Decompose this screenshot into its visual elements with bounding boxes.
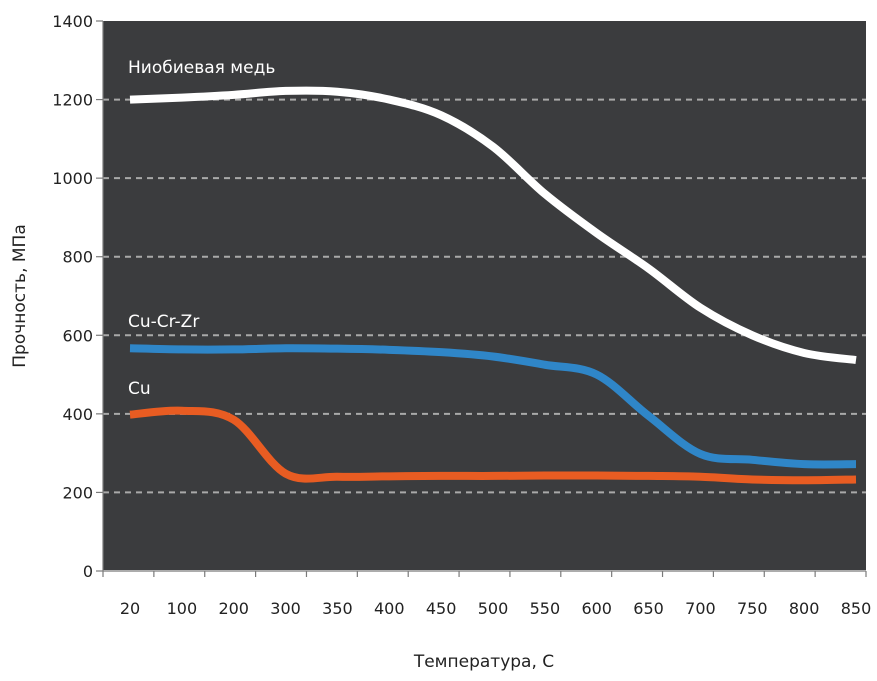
x-tick-label: 350 (322, 599, 353, 618)
x-tick-label: 200 (218, 599, 249, 618)
series-lines (129, 86, 857, 485)
x-tick-label: 850 (841, 599, 872, 618)
y-tick-label: 800 (62, 248, 93, 267)
series-line (129, 406, 857, 485)
x-tick-label: 600 (581, 599, 612, 618)
y-axis-title: Прочность, МПа (10, 224, 30, 367)
y-tick-label: 200 (62, 483, 93, 502)
plot-area (103, 21, 866, 570)
x-tick-label: 750 (737, 599, 768, 618)
series-label: Cu-Cr-Zr (128, 312, 199, 332)
x-tick-label: 800 (789, 599, 820, 618)
x-tick-label: 550 (530, 599, 561, 618)
axes (102, 21, 866, 572)
series-line (129, 86, 857, 365)
series-labels: Ниобиевая медь Cu-Cr-Zr Cu (128, 58, 275, 399)
y-tick-label: 1200 (52, 91, 93, 110)
y-tick-label: 400 (62, 405, 93, 424)
y-tick-label: 0 (83, 562, 93, 581)
x-tick-label: 450 (426, 599, 457, 618)
y-tick-label: 600 (62, 326, 93, 345)
series-label: Ниобиевая медь (128, 58, 275, 78)
series-line (129, 344, 857, 469)
series-label: Cu (128, 379, 151, 399)
x-tick-labels: 20 100 200 300 350 400 450 500 550 600 650 700 750 80… (102, 571, 872, 618)
x-tick-label: 300 (270, 599, 301, 618)
x-tick-label: 700 (685, 599, 716, 618)
y-tick-labels: 0 200 400 600 800 1000 1200 1400 (52, 12, 103, 581)
y-tick-label: 1000 (52, 169, 93, 188)
x-tick-label: 500 (478, 599, 509, 618)
x-tick-label: 20 (120, 599, 140, 618)
y-tick-label: 1400 (52, 12, 93, 31)
x-tick-label: 650 (633, 599, 664, 618)
x-tick-label: 400 (374, 599, 405, 618)
x-axis-title: Температура, С (413, 652, 554, 672)
x-tick-label: 100 (167, 599, 198, 618)
